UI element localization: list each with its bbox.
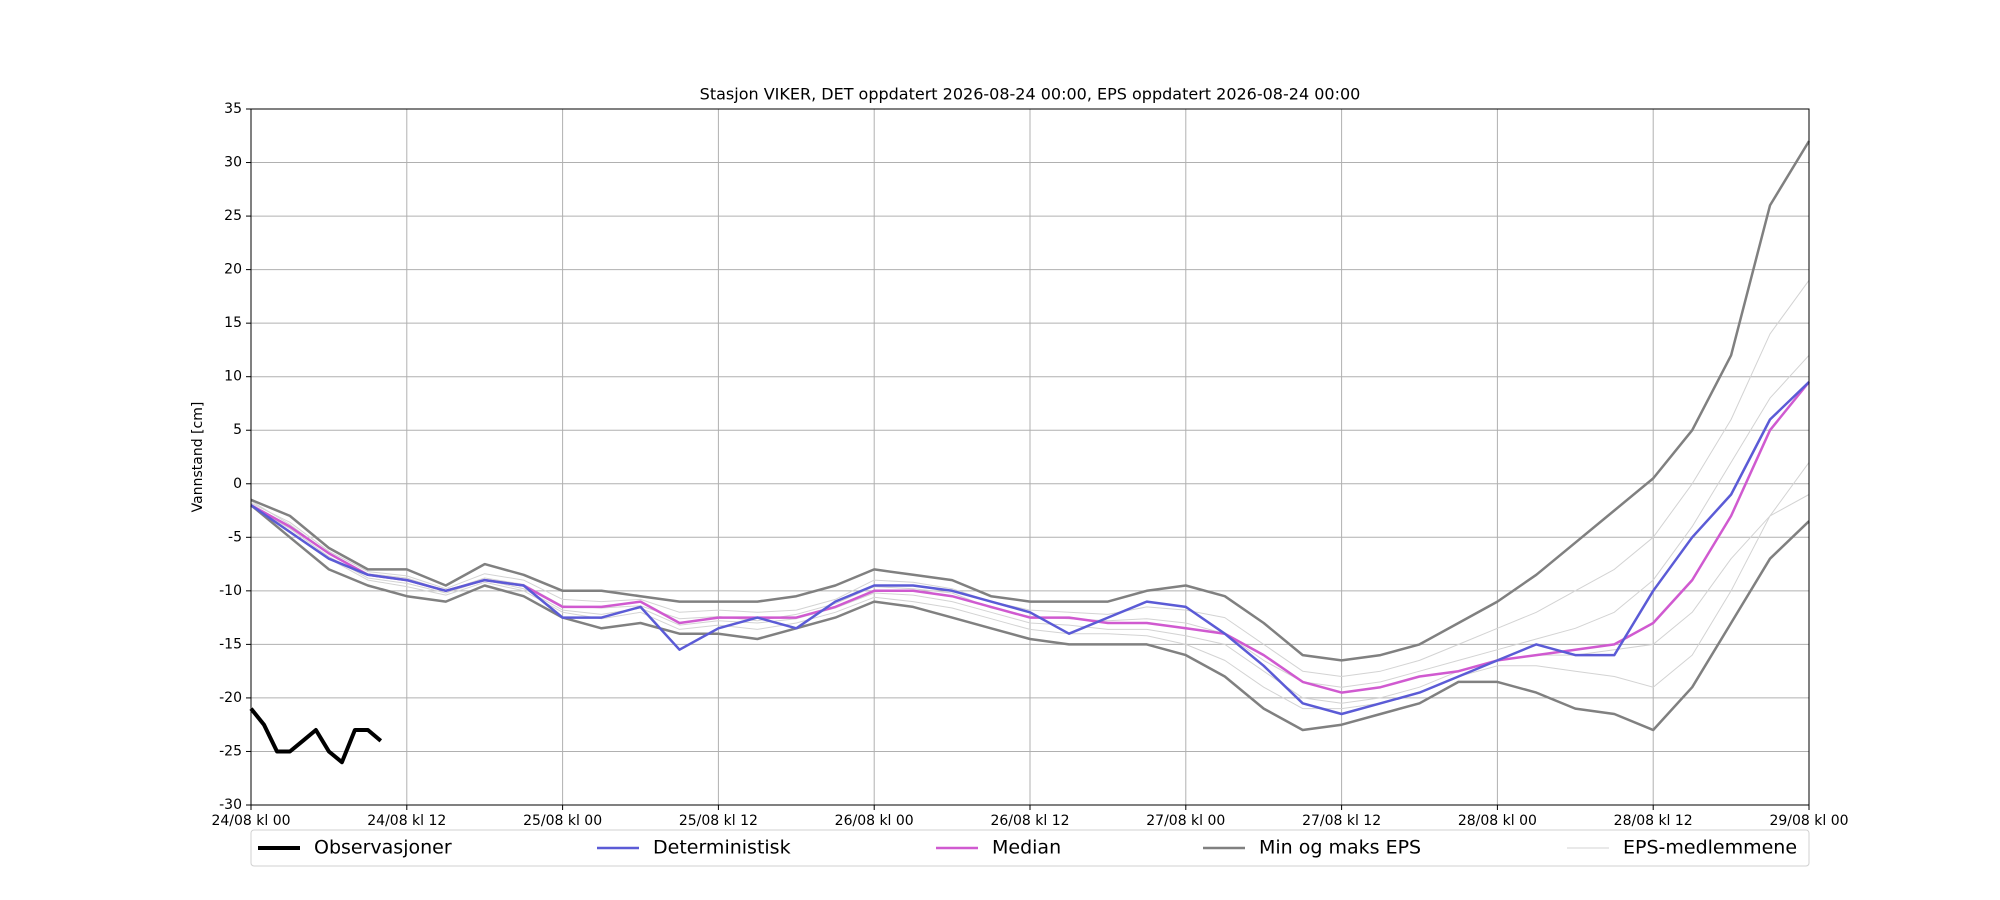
legend-label: EPS-medlemmene <box>1623 837 1797 859</box>
y-tick-label: -20 <box>219 690 242 706</box>
series-line <box>249 707 383 765</box>
legend-label: Deterministisk <box>653 837 791 859</box>
legend-label: Min og maks EPS <box>1259 837 1421 859</box>
x-tick-label: 29/08 kl 00 <box>1769 813 1848 829</box>
y-tick-label: -5 <box>228 529 242 545</box>
y-tick-label: 10 <box>224 369 242 385</box>
series-line <box>250 462 1810 710</box>
series-line <box>250 140 1811 662</box>
series-line <box>250 280 1810 677</box>
y-tick-label: 30 <box>224 155 242 171</box>
y-tick-label: 20 <box>224 262 242 278</box>
x-tick-label: 24/08 kl 00 <box>211 813 290 829</box>
x-tick-label: 25/08 kl 12 <box>679 813 758 829</box>
series-line <box>250 504 1810 732</box>
x-tick-label: 26/08 kl 00 <box>835 813 914 829</box>
series-line <box>250 381 1810 716</box>
y-tick-label: -30 <box>219 797 242 813</box>
y-tick-label: -10 <box>219 583 242 599</box>
y-tick-label: 5 <box>233 422 242 438</box>
plot-frame <box>250 108 1810 806</box>
x-tick-label: 26/08 kl 12 <box>990 813 1069 829</box>
legend-label: Observasjoner <box>314 837 452 859</box>
series-line <box>250 494 1810 704</box>
y-tick-label: 25 <box>224 208 242 224</box>
y-axis-label: Vannstand [cm] <box>190 402 206 513</box>
y-tick-label: 0 <box>233 476 242 492</box>
y-tick-label: 15 <box>224 315 242 331</box>
x-tick-label: 25/08 kl 00 <box>523 813 602 829</box>
chart-title: Stasjon VIKER, DET oppdatert 2026-08-24 … <box>700 85 1361 104</box>
x-tick-label: 28/08 kl 12 <box>1614 813 1693 829</box>
x-tick-label: 27/08 kl 00 <box>1146 813 1225 829</box>
x-tick-label: 28/08 kl 00 <box>1458 813 1537 829</box>
legend-label: Median <box>992 837 1061 859</box>
x-tick-label: 24/08 kl 12 <box>367 813 446 829</box>
x-tick-label: 27/08 kl 12 <box>1302 813 1381 829</box>
y-tick-label: -25 <box>219 743 242 759</box>
legend-box <box>250 829 1810 867</box>
y-tick-label: 35 <box>224 101 242 117</box>
y-tick-label: -15 <box>219 636 242 652</box>
